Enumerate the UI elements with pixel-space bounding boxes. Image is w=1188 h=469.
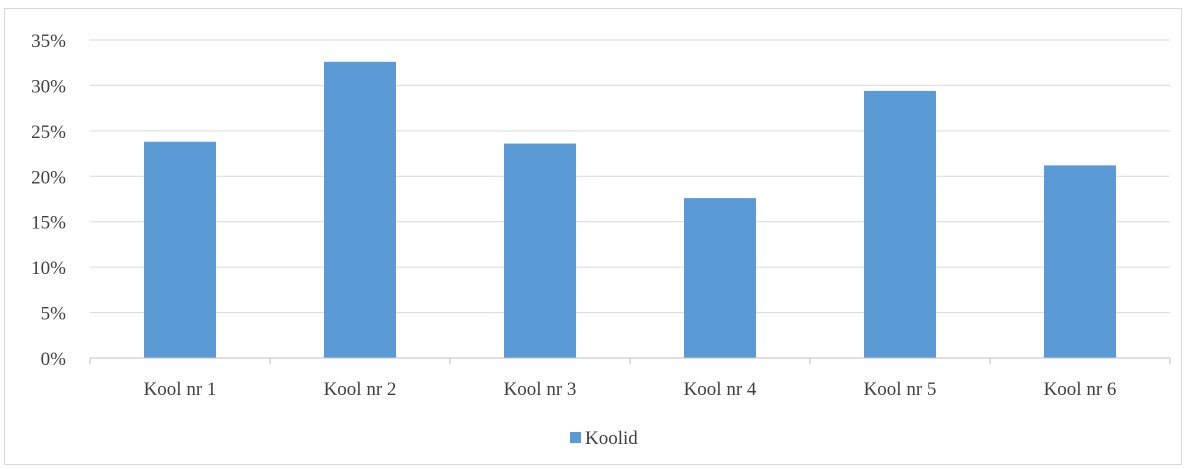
bars [144, 61, 1116, 358]
legend-swatch [570, 432, 581, 443]
y-tick-label: 0% [41, 349, 67, 370]
gridlines [90, 39, 1170, 314]
bar-1 [144, 141, 216, 358]
bar-2 [324, 61, 396, 358]
x-tick-label: Kool nr 1 [144, 379, 217, 400]
y-tick-label: 35% [31, 31, 66, 52]
bar-4 [684, 198, 756, 358]
x-tick-label: Kool nr 5 [864, 379, 937, 400]
y-tick-label: 20% [31, 167, 66, 188]
x-tick-label: Kool nr 4 [684, 379, 757, 400]
legend-label-koolid: Koolid [585, 428, 638, 449]
bar-3 [504, 143, 576, 358]
x-tick-label: Kool nr 3 [504, 379, 577, 400]
y-tick-label: 25% [31, 122, 66, 143]
y-tick-label: 10% [31, 258, 66, 279]
bar-6 [1044, 165, 1116, 358]
x-tick-label: Kool nr 6 [1044, 379, 1117, 400]
legend: Koolid [570, 428, 638, 449]
y-tick-label: 5% [41, 304, 67, 325]
x-tick-label: Kool nr 2 [324, 379, 397, 400]
y-tick-label: 15% [31, 213, 66, 234]
bar-5 [864, 90, 936, 358]
axes: 0% 5% 10% 15% 20% 25% 30% 35% Kool nr 1 Kool nr 2… [31, 31, 1171, 400]
y-tick-label: 30% [31, 76, 66, 97]
